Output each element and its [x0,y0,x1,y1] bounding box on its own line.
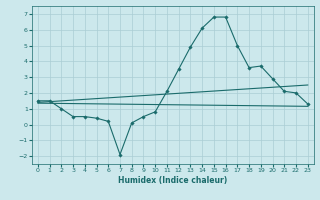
X-axis label: Humidex (Indice chaleur): Humidex (Indice chaleur) [118,176,228,185]
